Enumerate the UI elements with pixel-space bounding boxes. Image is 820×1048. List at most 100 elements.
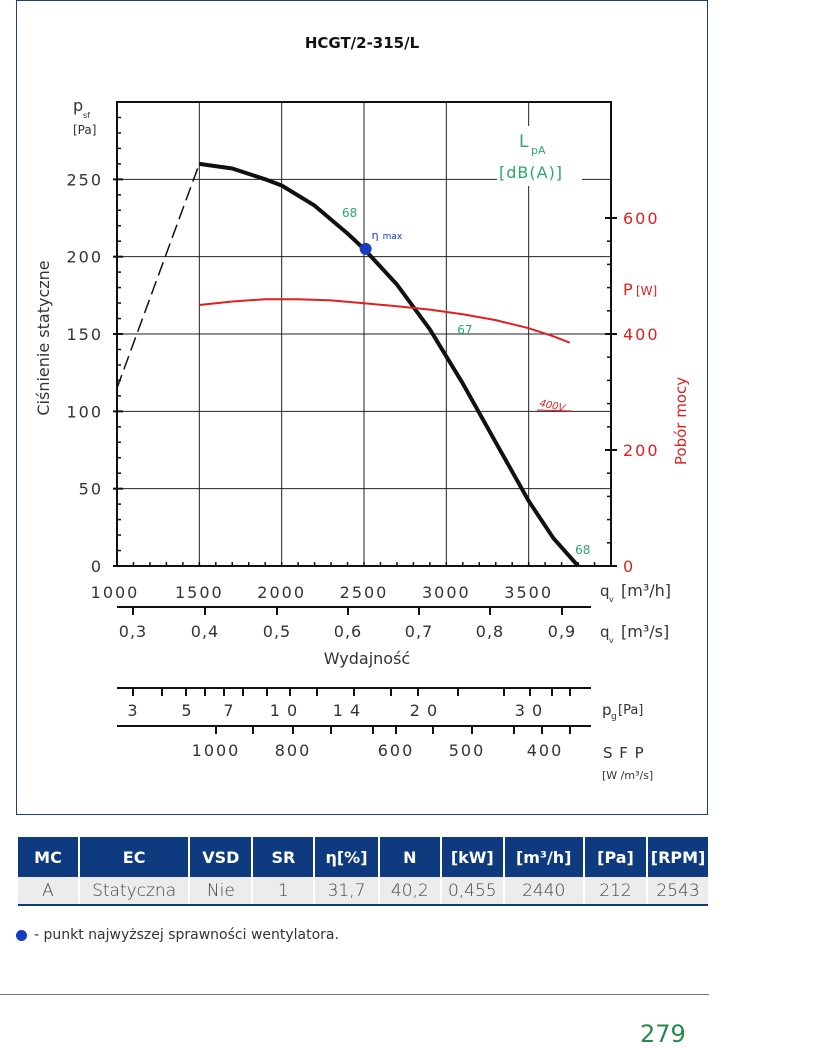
axis-m3s-label: 0,6 <box>334 622 362 641</box>
axis-sfp-label: 400 <box>527 741 564 760</box>
power-axis-label: Pobór mocy <box>672 377 690 465</box>
cell-rpm: 2543 <box>647 877 708 906</box>
fan-data-table: MC EC VSD SR η[%] N [kW] [m³/h] [Pa] [RP… <box>18 837 708 906</box>
cell-kw: 0,455 <box>440 877 505 906</box>
sound-point-label: 68 <box>342 206 357 220</box>
axis-pg-unit: [Pa] <box>618 703 643 718</box>
x-tick-label: 2500 <box>340 583 389 602</box>
legend-note-text: - punkt najwyższej sprawności wentylator… <box>34 927 339 943</box>
power-tick-label: 200 <box>623 441 660 460</box>
axis-m3s-label: 0,3 <box>119 622 147 641</box>
y-tick-label: 0 <box>91 557 103 576</box>
y-tick-label: 250 <box>66 170 103 189</box>
col-header-rpm: [RPM] <box>647 837 708 877</box>
axis-m3s-label: 0,5 <box>263 622 291 641</box>
chart-frame: HCGT/2-315/L 0 50 100 150 200 250 p sf [Pa] Ciśnie… <box>16 0 708 815</box>
x-tick-label: 2000 <box>257 583 306 602</box>
axis-pg-symbol-sub: g <box>611 712 617 722</box>
table-row: A Statyczna Nie 1 31,7 40,2 0,455 2440 2… <box>18 877 708 906</box>
axis-m3s-label: 0,8 <box>476 622 504 641</box>
col-header-ec: EC <box>78 837 191 877</box>
col-header-n: N <box>378 837 442 877</box>
eta-max-sub: max <box>383 232 403 242</box>
sound-label-bg <box>497 126 582 186</box>
cell-ec: Statyczna <box>78 877 191 906</box>
voltage-label: 400V <box>538 398 567 414</box>
x-tick-label: 1000 <box>91 583 140 602</box>
x-tick-label: 3500 <box>504 583 553 602</box>
eta-max-dot-icon <box>16 929 27 941</box>
y-axis-unit: [Pa] <box>73 123 96 137</box>
sound-label: L <box>519 132 529 152</box>
axis-sfp-unit: [W /m³/s] <box>602 769 653 782</box>
y-axis-symbol: p <box>73 96 83 115</box>
axis-m3s-label: 0,9 <box>548 622 576 641</box>
cell-vsd: Nie <box>189 877 254 906</box>
x-axis-symbol: q <box>600 582 610 600</box>
y-axis-label: Ciśnienie statyczne <box>34 260 53 415</box>
voltage-underline <box>536 409 573 412</box>
legend-note: - punkt najwyższej sprawności wentylator… <box>16 927 339 943</box>
fan-performance-chart: HCGT/2-315/L050100150200250psf[Pa]Ciśnie… <box>34 34 690 782</box>
col-header-vsd: VSD <box>189 837 254 877</box>
cell-n: 40,2 <box>378 877 442 906</box>
stall-line <box>116 163 201 389</box>
eta-max-point <box>359 242 372 255</box>
sound-point-label: 67 <box>457 323 472 337</box>
footer-divider <box>0 994 709 995</box>
cell-flow: 2440 <box>503 877 585 906</box>
pressure-curve <box>199 161 580 568</box>
x-axis-symbol-sub: v <box>609 595 614 604</box>
axis-m3s-unit: [m³/s] <box>621 622 669 641</box>
sound-label-unit: [dB(A)] <box>499 163 563 182</box>
sound-point-label: 68 <box>575 543 590 557</box>
axis-pg-label: 1 0 <box>270 701 298 720</box>
power-tick-label: 400 <box>623 325 660 344</box>
power-axis-unit: [W] <box>636 284 657 298</box>
axis-sfp-label: 500 <box>449 741 486 760</box>
x-axis-label: Wydajność <box>324 649 410 668</box>
col-header-pa: [Pa] <box>583 837 649 877</box>
axis-pg-label: 2 0 <box>410 701 438 720</box>
y-axis-symbol-sub: sf <box>83 111 90 120</box>
power-axis-symbol: P <box>623 280 633 299</box>
power-curve <box>199 298 571 344</box>
axis-m3s-symbol-sub: v <box>609 636 614 645</box>
x-tick-label: 1500 <box>175 583 224 602</box>
axis-sfp-label: 800 <box>275 741 312 760</box>
col-header-mc: MC <box>18 837 80 877</box>
y-tick-label: 50 <box>79 480 103 499</box>
axis-m3s-label: 0,7 <box>405 622 433 641</box>
eta-max-label: η <box>372 229 379 242</box>
y-tick-label: 200 <box>66 248 103 267</box>
sound-label-sub: pA <box>531 144 546 157</box>
power-tick-label: 600 <box>623 209 660 228</box>
x-tick-label: 3000 <box>422 583 471 602</box>
table-header-row: MC EC VSD SR η[%] N [kW] [m³/h] [Pa] [RP… <box>18 837 708 877</box>
y-tick-label: 150 <box>66 325 103 344</box>
axis-sfp-label: 600 <box>378 741 415 760</box>
axis-sfp-label: 1000 <box>192 741 241 760</box>
col-header-eta: η[%] <box>314 837 380 877</box>
axis-m3s-label: 0,4 <box>191 622 219 641</box>
page-number: 279 <box>640 1020 686 1048</box>
y-tick-label: 100 <box>66 402 103 421</box>
chart-title: HCGT/2-315/L <box>305 34 420 52</box>
axis-pg-label: 5 <box>181 701 192 720</box>
x-axis-unit: [m³/h] <box>621 581 671 600</box>
axis-sfp-symbol: S F P <box>603 744 645 762</box>
axis-pg-label: 1 4 <box>333 701 361 720</box>
power-tick-label: 0 <box>623 557 635 576</box>
cell-pa: 212 <box>583 877 649 906</box>
cell-eta: 31,7 <box>314 877 380 906</box>
cell-sr: 1 <box>252 877 316 906</box>
col-header-flow: [m³/h] <box>503 837 585 877</box>
col-header-kw: [kW] <box>440 837 505 877</box>
axis-pg-label: 7 <box>223 701 234 720</box>
cell-mc: A <box>18 877 80 906</box>
axis-m3s-symbol: q <box>600 623 610 641</box>
col-header-sr: SR <box>252 837 316 877</box>
axis-pg-symbol: p <box>602 701 612 719</box>
axis-pg-label: 3 0 <box>515 701 543 720</box>
axis-pg-label: 3 <box>127 701 138 720</box>
